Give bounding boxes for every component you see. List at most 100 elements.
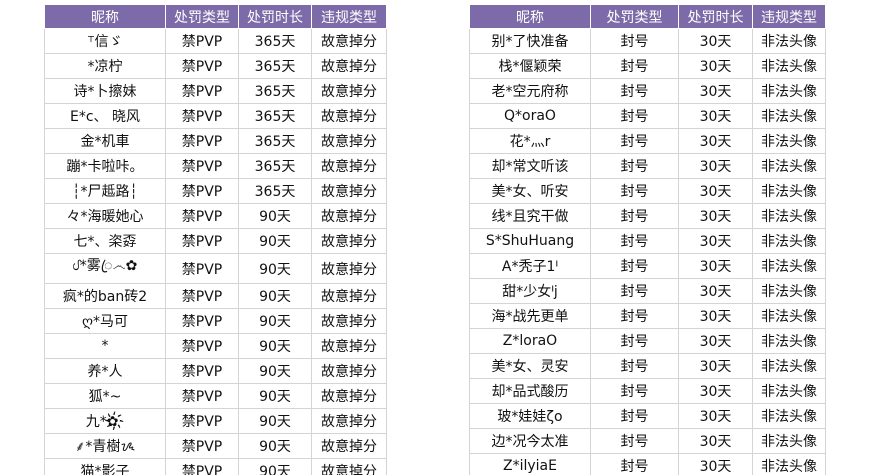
table-cell: 非法头像: [752, 403, 826, 429]
table-cell: 365天: [238, 178, 312, 204]
table-row: ᦔ*雾ꦿ෴✿ 禁PVP 90天 故意掉分: [44, 253, 387, 284]
table-cell: 30天: [678, 228, 753, 254]
table-cell: 老*空元府称: [469, 78, 591, 104]
table-cell: 365天: [238, 153, 312, 179]
table-cell: 30天: [678, 78, 753, 104]
table-cell: 30天: [678, 278, 753, 304]
table-cell: 封号: [590, 53, 679, 79]
table-cell: 封号: [590, 228, 679, 254]
table-cell: 故意掉分: [311, 253, 387, 284]
table-cell: 非法头像: [752, 278, 826, 304]
table-cell: 封号: [590, 203, 679, 229]
table-row: 狐*~ 禁PVP 90天 故意掉分: [44, 383, 387, 409]
table-cell: 疯*的ban砖2: [44, 283, 166, 309]
table-cell: 365天: [238, 53, 312, 79]
table-cell: 玻*娃娃ζo: [469, 403, 591, 429]
table-cell: 禁PVP: [165, 308, 239, 334]
table-cell: 禁PVP: [165, 383, 239, 409]
header-cell: 违规类型: [311, 4, 387, 29]
table-row: 蹦*卡啦咔。 禁PVP 365天 故意掉分: [44, 153, 387, 179]
table-cell: 非法头像: [752, 153, 826, 179]
table-cell: 禁PVP: [165, 203, 239, 229]
table-cell: 90天: [238, 228, 312, 254]
table-cell: 故意掉分: [311, 458, 387, 475]
table-cell: ᦔ*雾ꦿ෴✿: [44, 253, 166, 284]
table-cell: 边*况今太准: [469, 428, 591, 454]
header-cell: 处罚时长: [238, 4, 312, 29]
table-cell: 90天: [238, 458, 312, 475]
table-row: 却*常文听该 封号 30天 非法头像: [469, 153, 826, 179]
table-row: ⸆信ゞ 禁PVP 365天 故意掉分: [44, 28, 387, 54]
table-cell: 故意掉分: [311, 283, 387, 309]
table-body: 别*了快准备 封号 30天 非法头像 栈*偃颖荣 封号 30天 非法头像 老*空元府称 封号 30天…: [469, 28, 826, 475]
table-cell: 故意掉分: [311, 228, 387, 254]
table-cell: 30天: [678, 178, 753, 204]
table-cell: 却*常文听该: [469, 153, 591, 179]
table-cell: 30天: [678, 153, 753, 179]
table-cell: 却*品式酸历: [469, 378, 591, 404]
table-cell: 90天: [238, 253, 312, 284]
table-cell: A*秃子1ᑊ: [469, 253, 591, 279]
table-cell: 30天: [678, 353, 753, 379]
table-cell: 美*女、听安: [469, 178, 591, 204]
table-cell: 封号: [590, 403, 679, 429]
table-cell: 非法头像: [752, 303, 826, 329]
table-cell: 非法头像: [752, 253, 826, 279]
table-cell: 封号: [590, 278, 679, 304]
table-cell: 禁PVP: [165, 253, 239, 284]
table-cell: 365天: [238, 128, 312, 154]
table-cell: 非法头像: [752, 353, 826, 379]
table-cell: 30天: [678, 403, 753, 429]
table-cell: 封号: [590, 78, 679, 104]
table-cell: 海*战先更单: [469, 303, 591, 329]
table-cell: 30天: [678, 103, 753, 129]
table-cell: 故意掉分: [311, 28, 387, 54]
table-row: 甜*少女ᑊj 封号 30天 非法头像: [469, 278, 826, 304]
table-row: *凉柠 禁PVP 365天 故意掉分: [44, 53, 387, 79]
table-row: ┆*尸趆路┆ 禁PVP 365天 故意掉分: [44, 178, 387, 204]
table-cell: 封号: [590, 28, 679, 54]
table-row: E*c、 晓风 禁PVP 365天 故意掉分: [44, 103, 387, 129]
punish-table: 昵称 处罚类型 处罚时长 违规类型 别*了快准备 封号 30天 非法头像 栈*偃颖荣 封号 30天非…: [469, 4, 826, 475]
table-cell: 365天: [238, 78, 312, 104]
table-cell: 封号: [590, 178, 679, 204]
table-row: 海*战先更单 封号 30天 非法头像: [469, 303, 826, 329]
table-row: * 禁PVP 90天 故意掉分: [44, 333, 387, 359]
table-cell: 30天: [678, 53, 753, 79]
table-row: Q*oraO 封号 30天 非法头像: [469, 103, 826, 129]
table-cell: 非法头像: [752, 203, 826, 229]
table-cell: 30天: [678, 128, 753, 154]
table-cell: 封号: [590, 353, 679, 379]
table-header: 昵称 处罚类型 处罚时长 违规类型: [44, 4, 387, 29]
table-row: 美*女、灵安 封号 30天 非法头像: [469, 353, 826, 379]
table-cell: 故意掉分: [311, 78, 387, 104]
table-cell: 封号: [590, 253, 679, 279]
table-cell: 金*机車: [44, 128, 166, 154]
header-cell: 处罚类型: [165, 4, 239, 29]
table-cell: 栈*偃颖荣: [469, 53, 591, 79]
table-cell: 禁PVP: [165, 78, 239, 104]
table-cell: 禁PVP: [165, 153, 239, 179]
table-row: S*ShuHuang 封号 30天 非法头像: [469, 228, 826, 254]
table-cell: 别*了快准备: [469, 28, 591, 54]
table-row: Z*ilyiaE 封号 30天 非法头像: [469, 453, 826, 475]
table-cell: 非法头像: [752, 378, 826, 404]
table-row: 栈*偃颖荣 封号 30天 非法头像: [469, 53, 826, 79]
table-cell: 故意掉分: [311, 103, 387, 129]
table-row: 线*且究干做 封号 30天 非法头像: [469, 203, 826, 229]
table-cell: 猫*影子: [44, 458, 166, 475]
table-row: 养*人 禁PVP 90天 故意掉分: [44, 358, 387, 384]
table-cell: 30天: [678, 203, 753, 229]
table-cell: 封号: [590, 153, 679, 179]
table-cell: 七*、栥孬: [44, 228, 166, 254]
table-cell: 30天: [678, 303, 753, 329]
table-cell: 30天: [678, 428, 753, 454]
table-header: 昵称 处罚类型 处罚时长 违规类型: [469, 4, 826, 29]
table-cell: ⸙*青樹ᝰ: [44, 433, 166, 459]
table-cell: 诗*卜擦妹: [44, 78, 166, 104]
table-cell: 故意掉分: [311, 383, 387, 409]
table-cell: 禁PVP: [165, 408, 239, 434]
table-cell: 非法头像: [752, 103, 826, 129]
table-cell: 非法头像: [752, 128, 826, 154]
table-row: 金*机車 禁PVP 365天 故意掉分: [44, 128, 387, 154]
